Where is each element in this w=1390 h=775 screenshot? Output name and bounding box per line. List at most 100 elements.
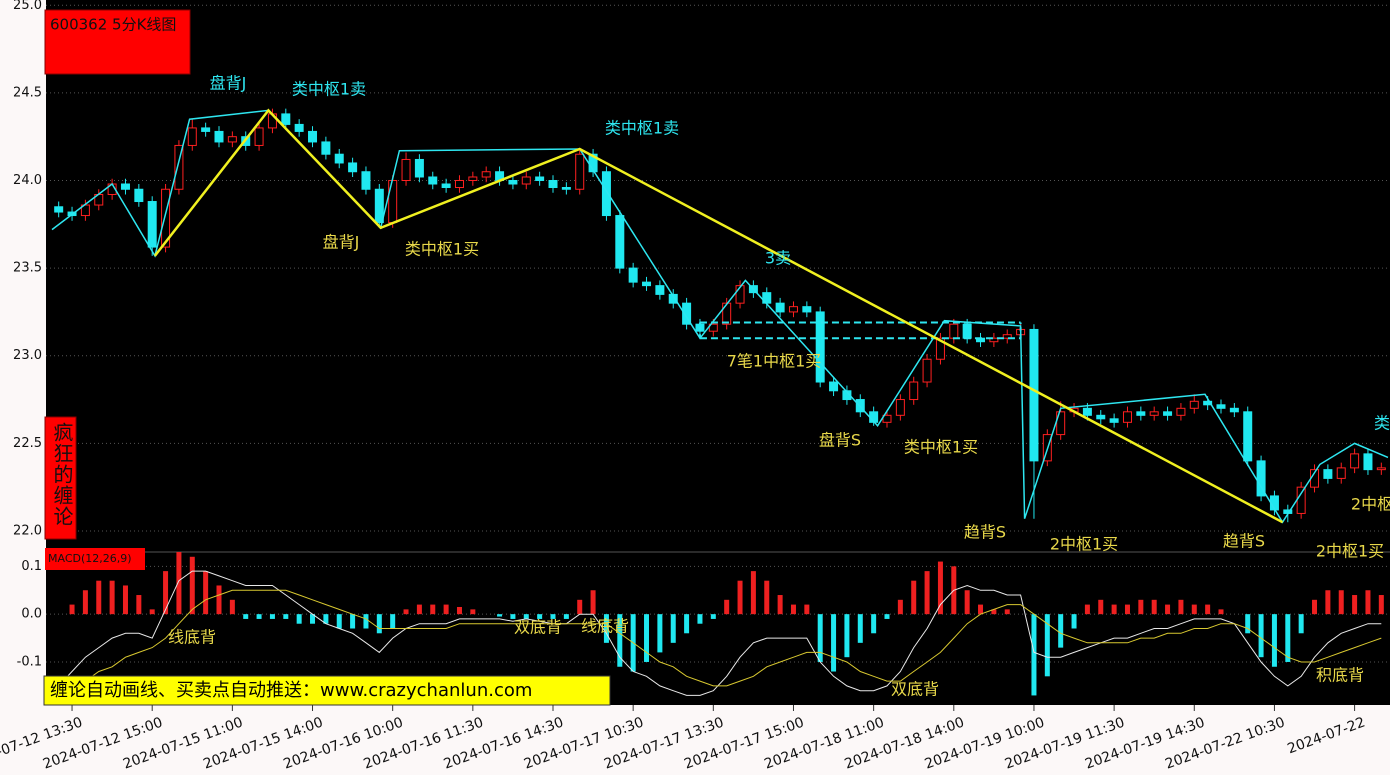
macd-bar bbox=[256, 614, 262, 619]
macd-bar bbox=[1191, 604, 1197, 615]
segment-line bbox=[153, 108, 1284, 524]
macd-bar bbox=[991, 609, 997, 615]
macd-bar bbox=[617, 614, 623, 667]
annotation: 双底背 bbox=[514, 618, 562, 637]
macd-bar bbox=[737, 580, 743, 615]
annotation: 类中枢1买 bbox=[405, 240, 479, 259]
macd-bar bbox=[403, 609, 409, 615]
candle-body bbox=[1229, 407, 1239, 413]
macd-bar bbox=[684, 614, 690, 634]
macd-bar bbox=[163, 571, 169, 615]
macd-bar bbox=[1165, 604, 1171, 615]
y-tick-label: 23.0 bbox=[13, 348, 42, 363]
macd-bar bbox=[1044, 614, 1050, 677]
candle-body bbox=[428, 176, 438, 185]
macd-bar bbox=[764, 580, 770, 615]
macd-bar bbox=[283, 614, 289, 619]
macd-bar bbox=[697, 614, 703, 624]
candle-body bbox=[615, 215, 625, 269]
annotation: 双底背 bbox=[891, 680, 939, 699]
macd-bar bbox=[109, 580, 115, 615]
watermark: 疯狂的缠论 bbox=[50, 422, 74, 527]
macd-bar bbox=[1285, 614, 1291, 662]
macd-bar bbox=[1151, 599, 1157, 615]
annotation: 3卖 bbox=[765, 249, 791, 268]
macd-bar bbox=[1111, 604, 1117, 615]
macd-bar bbox=[871, 614, 877, 634]
candle-body bbox=[414, 158, 424, 178]
candle-body bbox=[815, 311, 825, 383]
candle-body bbox=[134, 188, 144, 203]
y-tick-label: 25.0 bbox=[13, 0, 42, 13]
candle-body bbox=[575, 153, 585, 190]
candle-body bbox=[882, 414, 892, 423]
macd-bar bbox=[296, 614, 302, 624]
annotation: 类 bbox=[1374, 414, 1390, 433]
candle-body bbox=[441, 183, 451, 189]
macd-bar bbox=[1178, 599, 1184, 615]
watermark-box bbox=[44, 416, 77, 540]
macd-bar bbox=[1352, 595, 1358, 615]
candle-body bbox=[949, 323, 959, 339]
macd-bar bbox=[1098, 599, 1104, 615]
candle-body bbox=[1176, 407, 1186, 416]
macd-bar bbox=[122, 585, 128, 615]
macd-bar bbox=[1205, 604, 1211, 615]
macd-bar bbox=[1124, 604, 1130, 615]
macd-line bbox=[58, 589, 1382, 696]
macd-bar bbox=[470, 609, 476, 615]
candle-body bbox=[227, 136, 237, 143]
candle-body bbox=[348, 162, 358, 173]
candle-body bbox=[775, 302, 785, 313]
macd-bar bbox=[243, 614, 249, 619]
annotation: 7笔1中枢1买 bbox=[727, 352, 822, 371]
macd-bar bbox=[577, 599, 583, 615]
macd-bar bbox=[430, 604, 436, 615]
candle-body bbox=[802, 306, 812, 313]
y-tick-label: 0.1 bbox=[21, 559, 42, 574]
candle-body bbox=[535, 176, 545, 181]
macd-bar bbox=[229, 599, 235, 615]
macd-bar bbox=[724, 599, 730, 615]
macd-bar bbox=[269, 614, 275, 619]
candle-body bbox=[254, 127, 264, 146]
macd-bar bbox=[897, 599, 903, 615]
macd-bar bbox=[844, 614, 850, 658]
candle-body bbox=[642, 281, 652, 287]
macd-bar bbox=[96, 580, 102, 615]
y-tick-label: 24.5 bbox=[13, 85, 42, 100]
banner: 缠论自动画线、买卖点自动推送：www.crazychanlun.com bbox=[50, 680, 532, 701]
candle-body bbox=[481, 171, 491, 178]
macd-bar bbox=[1378, 595, 1384, 615]
candle-body bbox=[1149, 411, 1159, 416]
banner-box bbox=[43, 675, 611, 706]
macd-bar bbox=[924, 571, 930, 615]
candle-body bbox=[682, 302, 692, 325]
candle-body bbox=[1189, 400, 1199, 409]
macd-bar bbox=[750, 571, 756, 615]
candle-body bbox=[1029, 328, 1039, 462]
candle-body bbox=[1323, 469, 1333, 479]
bi-line bbox=[51, 109, 1389, 524]
candle-body bbox=[1376, 467, 1386, 471]
macd-bar bbox=[603, 614, 609, 643]
candle-body bbox=[508, 179, 518, 185]
macd-bar bbox=[831, 614, 837, 672]
candle-body bbox=[1163, 411, 1173, 416]
candle-body bbox=[1216, 404, 1226, 409]
candle-body bbox=[174, 144, 184, 190]
candle-body bbox=[1056, 411, 1066, 436]
macd-bar bbox=[1325, 590, 1331, 615]
macd-bar bbox=[1271, 614, 1277, 667]
candle-body bbox=[468, 176, 478, 181]
macd-bar bbox=[1071, 614, 1077, 629]
macd-bar bbox=[563, 614, 569, 619]
candle-body bbox=[1096, 414, 1106, 420]
y-tick-label: 22.5 bbox=[13, 436, 42, 451]
plot-area bbox=[46, 0, 1390, 705]
candle-body bbox=[214, 130, 224, 143]
candle-body bbox=[842, 390, 852, 401]
macd-bar bbox=[1058, 614, 1064, 648]
macd-bar bbox=[790, 604, 796, 615]
candle-body bbox=[935, 337, 945, 360]
